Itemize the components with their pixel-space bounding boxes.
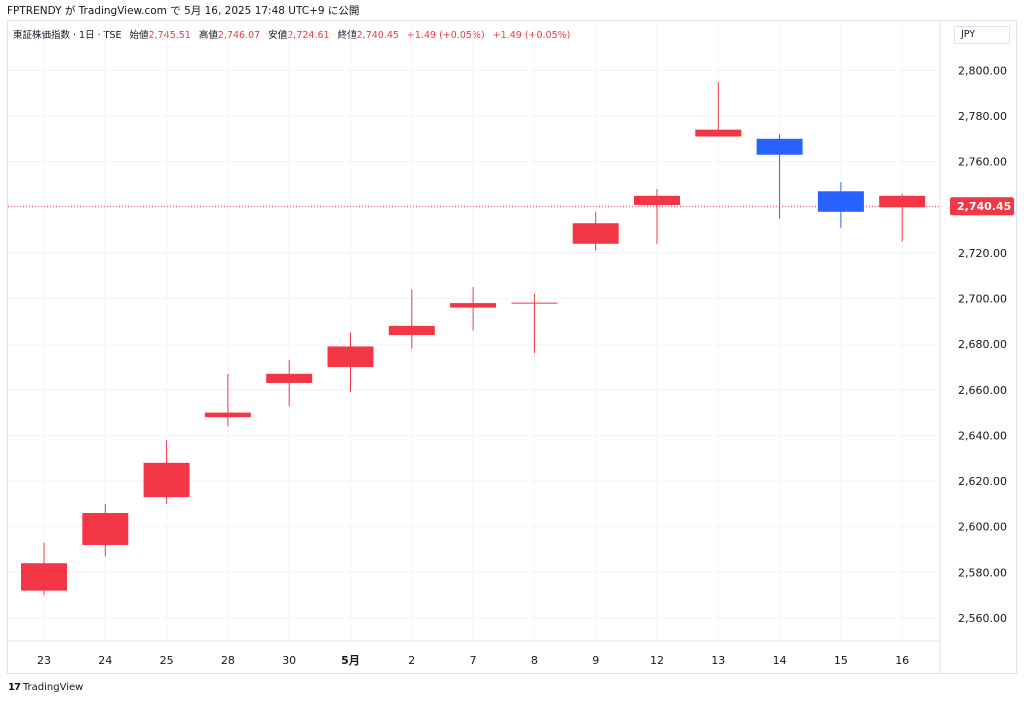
y-tick-label: 2,640.00 <box>958 429 1007 442</box>
low-label: 安値 <box>268 30 288 41</box>
candle-body <box>756 138 803 155</box>
candle-body <box>817 191 864 212</box>
candle-body <box>266 373 313 383</box>
x-tick-label: 15 <box>834 654 848 667</box>
y-tick-label: 2,700.00 <box>958 293 1007 306</box>
x-tick-label: 30 <box>282 654 296 667</box>
y-tick-label: 2,600.00 <box>958 521 1007 534</box>
high-label: 高値 <box>198 30 218 41</box>
x-tick-label: 24 <box>98 654 112 667</box>
tradingview-logo-icon: 17 <box>8 682 21 693</box>
x-tick-label: 13 <box>711 654 725 667</box>
x-tick-label: 12 <box>650 654 664 667</box>
candle-body <box>82 513 129 545</box>
y-tick-label: 2,560.00 <box>958 612 1007 625</box>
candle-body <box>450 303 497 308</box>
candle-body <box>695 129 742 137</box>
currency-button[interactable]: JPY <box>954 26 1010 44</box>
chart-frame <box>7 20 1017 674</box>
y-tick-label: 2,680.00 <box>958 338 1007 351</box>
close-label: 終値 <box>337 30 357 41</box>
low-value: 2,724.61 <box>287 30 330 41</box>
y-tick-label: 2,760.00 <box>958 156 1007 169</box>
tradingview-brand[interactable]: 17 TradingView <box>8 682 83 693</box>
x-tick-label: 14 <box>773 654 787 667</box>
last-price-badge <box>950 197 1014 216</box>
candle-body <box>143 462 190 498</box>
x-tick-label: 16 <box>895 654 909 667</box>
open-label: 始値 <box>129 30 149 41</box>
y-tick-label: 2,780.00 <box>958 110 1007 123</box>
x-tick-label: 9 <box>592 654 599 667</box>
y-tick-label: 2,620.00 <box>958 475 1007 488</box>
last-price-label: 2,740.45 <box>957 200 1011 213</box>
x-tick-label: 7 <box>470 654 477 667</box>
change-value-2: +1.49 (+0.05%) <box>492 30 571 41</box>
candle-body <box>879 195 926 208</box>
y-tick-label: 2,580.00 <box>958 566 1007 579</box>
candle-body <box>388 325 435 336</box>
x-tick-label: 23 <box>37 654 51 667</box>
high-value: 2,746.07 <box>217 30 261 41</box>
candle-body <box>204 412 251 418</box>
y-tick-label: 2,800.00 <box>958 64 1007 77</box>
y-tick-label: 2,660.00 <box>958 384 1007 397</box>
open-value: 2,745.51 <box>148 30 191 41</box>
ohlc-legend: 東証株価指数 · 1日 · TSE 始値2,745.51 高値2,746.07 … <box>13 27 570 41</box>
x-tick-label: 28 <box>221 654 235 667</box>
symbol-title: 東証株価指数 · 1日 · TSE <box>13 30 122 41</box>
candle-body <box>572 223 619 244</box>
x-tick-label: 2 <box>408 654 415 667</box>
close-value: 2,740.45 <box>356 30 399 41</box>
candle-body <box>327 346 374 367</box>
x-tick-label: 25 <box>160 654 174 667</box>
candle-body <box>21 563 67 591</box>
candle-body <box>634 195 680 205</box>
x-tick-label: 8 <box>531 654 538 667</box>
change-value: +1.49 (+0.05%) <box>406 30 485 41</box>
publish-info: FPTRENDY が TradingView.com で 5月 16, 2025… <box>7 5 360 17</box>
y-tick-label: 2,720.00 <box>958 247 1007 260</box>
x-tick-label: 5月 <box>341 654 360 667</box>
brand-name: TradingView <box>22 682 84 693</box>
